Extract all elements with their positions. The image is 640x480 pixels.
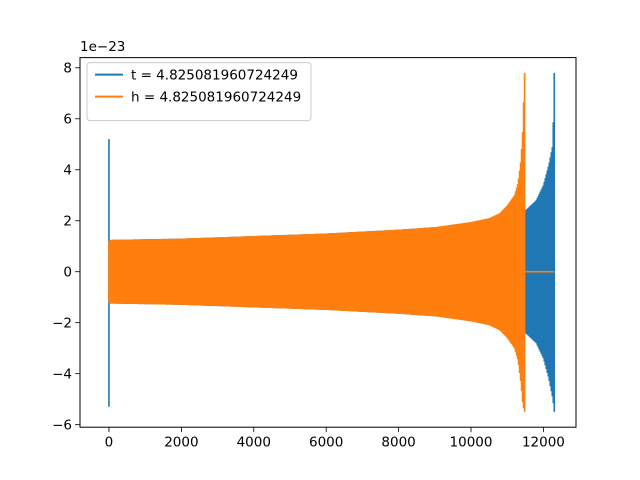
y-offset-label: 1e−23 [80,39,125,55]
x-tick-label-1: 2000 [164,435,198,451]
x-tick-label-6: 12000 [522,435,565,451]
y-tick-label-1: −4 [52,366,72,382]
y-tick-label-7: 8 [63,61,72,77]
x-tick-label-4: 8000 [381,435,415,451]
y-tick-label-6: 6 [63,112,72,128]
x-axis: 0 2000 4000 6000 8000 10000 12000 [105,427,565,451]
y-tick-label-3: 0 [63,265,72,281]
x-tick-label-2: 4000 [237,435,271,451]
legend-box [86,62,312,122]
legend: t = 4.825081960724249 h = 4.8250819607242… [86,62,312,122]
y-tick-label-4: 2 [63,214,72,230]
y-tick-label-0: −6 [52,417,72,433]
y-tick-label-2: −2 [52,315,72,331]
legend-label-1: h = 4.825081960724249 [131,90,301,106]
legend-label-0: t = 4.825081960724249 [131,68,298,84]
y-tick-label-5: 4 [63,163,72,179]
y-axis: −6 −4 −2 0 2 4 6 8 [52,61,80,433]
x-tick-label-0: 0 [105,435,114,451]
series-1-line [108,72,526,412]
x-tick-label-5: 10000 [450,435,493,451]
plot-frame [79,57,577,428]
x-tick-label-3: 6000 [309,435,343,451]
series-1 [108,72,555,412]
plot-series [108,72,556,412]
